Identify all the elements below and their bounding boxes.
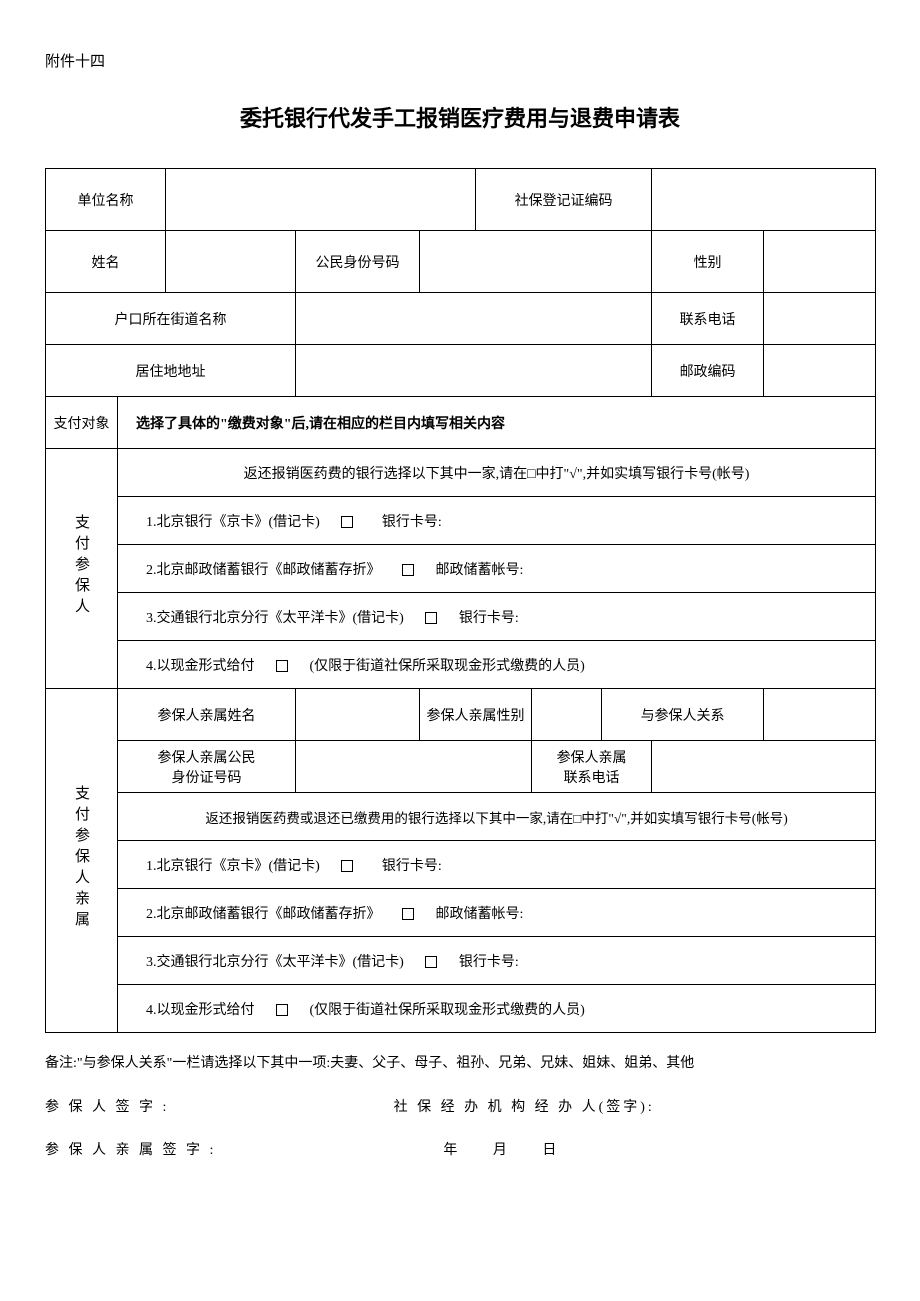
field-relation-to-insured[interactable] [764,689,876,741]
label-name: 姓名 [46,231,166,293]
footer-note: 备注:"与参保人关系"一栏请选择以下其中一项:夫妻、父子、母子、祖孙、兄弟、兄妹… [45,1047,875,1081]
field-citizen-id[interactable] [420,231,652,293]
field-residence-addr[interactable] [296,345,652,397]
label-citizen-id: 公民身份号码 [296,231,420,293]
checkbox-icon[interactable] [341,860,353,872]
footer-section: 备注:"与参保人关系"一栏请选择以下其中一项:夫妻、父子、母子、祖孙、兄弟、兄妹… [45,1047,875,1168]
label-postal-code: 邮政编码 [652,345,764,397]
application-form-table: 单位名称 社保登记证编码 姓名 公民身份号码 性别 户口所在街道名称 联系电话 … [45,168,876,1033]
agency-sign-label: 社 保 经 办 机 构 经 办 人(签字): [394,1091,655,1125]
field-postal-code[interactable] [764,345,876,397]
bank-a-opt3[interactable]: 3.交通银行北京分行《太平洋卡》(借记卡) 银行卡号: [118,593,876,641]
label-relative-phone: 参保人亲属 联系电话 [532,741,652,793]
label-hukou-street: 户口所在街道名称 [46,293,296,345]
checkbox-icon[interactable] [276,660,288,672]
insured-sign-label: 参 保 人 签 字 : [45,1091,394,1125]
label-pay-target: 支付对象 [46,397,118,449]
relative-sign-label: 参 保 人 亲 属 签 字 : [45,1134,443,1168]
checkbox-icon[interactable] [341,516,353,528]
label-relative-id: 参保人亲属公民 身份证号码 [118,741,296,793]
bank-a-opt2[interactable]: 2.北京邮政储蓄银行《邮政储蓄存折》 邮政储蓄帐号: [118,545,876,593]
label-residence-addr: 居住地地址 [46,345,296,397]
label-pay-relative-vertical: 支付参保人亲属 [46,689,118,1033]
bank-b-opt3[interactable]: 3.交通银行北京分行《太平洋卡》(借记卡) 银行卡号: [118,937,876,985]
bank-b-opt2[interactable]: 2.北京邮政储蓄银行《邮政储蓄存折》 邮政储蓄帐号: [118,889,876,937]
field-ss-reg-code[interactable] [652,169,876,231]
field-hukou-street[interactable] [296,293,652,345]
checkbox-icon[interactable] [425,956,437,968]
label-unit-name: 单位名称 [46,169,166,231]
attachment-label: 附件十四 [45,50,875,71]
checkbox-icon[interactable] [402,564,414,576]
field-relative-phone[interactable] [652,741,876,793]
bank-a-header: 返还报销医药费的银行选择以下其中一家,请在□中打"√",并如实填写银行卡号(帐号… [118,449,876,497]
bank-a-opt1[interactable]: 1.北京银行《京卡》(借记卡) 银行卡号: [118,497,876,545]
checkbox-icon[interactable] [402,908,414,920]
label-ss-reg-code: 社保登记证编码 [476,169,652,231]
form-title: 委托银行代发手工报销医疗费用与退费申请表 [45,101,875,133]
label-gender: 性别 [652,231,764,293]
date-label: 年 月 日 [443,1134,559,1168]
field-relative-name[interactable] [296,689,420,741]
field-gender[interactable] [764,231,876,293]
field-unit-name[interactable] [166,169,476,231]
field-contact-phone[interactable] [764,293,876,345]
bank-b-opt4[interactable]: 4.以现金形式给付 (仅限于街道社保所采取现金形式缴费的人员) [118,985,876,1033]
field-relative-id[interactable] [296,741,532,793]
checkbox-icon[interactable] [425,612,437,624]
checkbox-icon[interactable] [276,1004,288,1016]
bank-a-opt4[interactable]: 4.以现金形式给付 (仅限于街道社保所采取现金形式缴费的人员) [118,641,876,689]
label-pay-insured-vertical: 支付参保人 [46,449,118,689]
bank-b-opt1[interactable]: 1.北京银行《京卡》(借记卡) 银行卡号: [118,841,876,889]
label-relative-name: 参保人亲属姓名 [118,689,296,741]
label-contact-phone: 联系电话 [652,293,764,345]
label-relation-to-insured: 与参保人关系 [602,689,764,741]
bank-b-header: 返还报销医药费或退还已缴费用的银行选择以下其中一家,请在□中打"√",并如实填写… [118,793,876,841]
pay-target-instruction: 选择了具体的"缴费对象"后,请在相应的栏目内填写相关内容 [118,397,876,449]
field-relative-gender[interactable] [532,689,602,741]
label-relative-gender: 参保人亲属性别 [420,689,532,741]
field-name[interactable] [166,231,296,293]
